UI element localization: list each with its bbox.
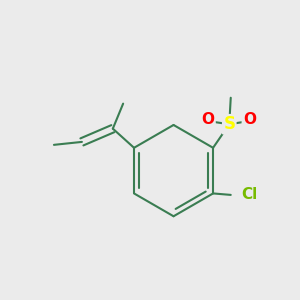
Text: O: O <box>202 112 214 127</box>
Text: Cl: Cl <box>241 188 257 202</box>
Text: S: S <box>223 115 235 133</box>
Text: O: O <box>243 112 256 127</box>
